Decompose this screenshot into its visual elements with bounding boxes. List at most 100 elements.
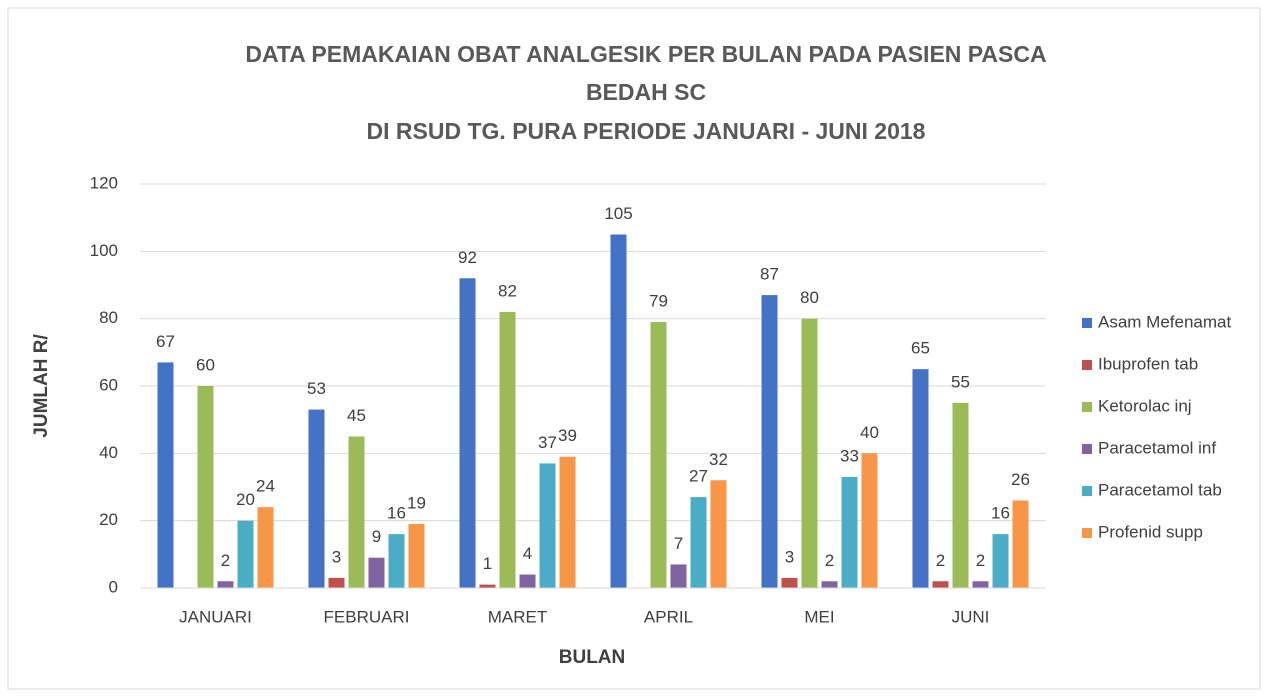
- data-label: 37: [538, 433, 557, 452]
- x-tick-label: JUNI: [952, 607, 990, 626]
- bar: [801, 318, 818, 588]
- legend-label: Paracetamol inf: [1098, 438, 1216, 457]
- data-label: 16: [991, 504, 1010, 523]
- data-label: 45: [347, 406, 366, 425]
- bar: [328, 577, 345, 588]
- bar: [821, 581, 838, 588]
- bar: [217, 581, 234, 588]
- bar: [610, 234, 627, 588]
- x-tick-label: FEBRUARI: [324, 607, 410, 626]
- data-label: 33: [840, 446, 859, 465]
- data-label: 92: [458, 248, 477, 267]
- data-label: 27: [689, 467, 708, 486]
- data-label: 82: [498, 281, 517, 300]
- y-tick-label: 80: [99, 308, 118, 327]
- data-label: 20: [236, 490, 255, 509]
- data-label: 3: [785, 547, 794, 566]
- data-label: 80: [800, 288, 819, 307]
- bar: [972, 581, 989, 588]
- bar: [237, 520, 254, 588]
- y-tick-label: 120: [90, 173, 118, 192]
- bar: [1012, 500, 1029, 588]
- bar: [650, 322, 667, 588]
- y-tick-label: 60: [99, 375, 118, 394]
- data-label: 39: [558, 426, 577, 445]
- y-tick-label: 20: [99, 510, 118, 529]
- y-axis-title: JUMLAH R/: [31, 334, 52, 438]
- chart-title: BEDAH SC: [586, 79, 706, 105]
- bar: [861, 453, 878, 588]
- data-label: 65: [911, 339, 930, 358]
- bar: [912, 369, 929, 588]
- data-label: 16: [387, 504, 406, 523]
- bar: [257, 507, 274, 588]
- bar: [197, 386, 214, 588]
- data-label: 24: [256, 477, 275, 496]
- bar: [781, 577, 798, 588]
- bar: [670, 564, 687, 588]
- bar: [408, 524, 425, 588]
- bar: [559, 456, 576, 588]
- data-label: 60: [196, 355, 215, 374]
- legend-swatch: [1082, 528, 1092, 538]
- y-tick-label: 0: [109, 577, 118, 596]
- chart-title: DATA PEMAKAIAN OBAT ANALGESIK PER BULAN …: [245, 41, 1046, 67]
- legend-swatch: [1082, 318, 1092, 328]
- legend-swatch: [1082, 444, 1092, 454]
- x-tick-label: MEI: [804, 607, 834, 626]
- bar: [157, 362, 174, 588]
- bar: [710, 480, 727, 588]
- bar: [499, 311, 516, 588]
- bar: [388, 534, 405, 588]
- chart-frame: [7, 7, 1261, 690]
- bar: [690, 497, 707, 588]
- data-label: 32: [709, 450, 728, 469]
- data-label: 2: [825, 551, 834, 570]
- bar: [308, 409, 325, 588]
- data-label: 40: [860, 423, 879, 442]
- y-tick-label: 40: [99, 443, 118, 462]
- bar: [841, 476, 858, 588]
- legend-swatch: [1082, 360, 1092, 370]
- legend-swatch: [1082, 402, 1092, 412]
- data-label: 87: [760, 265, 779, 284]
- data-label: 19: [407, 494, 426, 513]
- x-tick-label: APRIL: [644, 607, 693, 626]
- data-label: 2: [936, 551, 945, 570]
- bar: [519, 574, 536, 588]
- legend-swatch: [1082, 486, 1092, 496]
- data-label: 3: [332, 547, 341, 566]
- data-label: 79: [649, 292, 668, 311]
- bar: [459, 278, 476, 588]
- data-label: 2: [976, 551, 985, 570]
- y-tick-label: 100: [90, 241, 118, 260]
- chart-title: DI RSUD TG. PURA PERIODE JANUARI - JUNI …: [367, 118, 926, 144]
- data-label: 67: [156, 332, 175, 351]
- data-label: 1: [483, 554, 492, 573]
- bar: [539, 463, 556, 588]
- data-label: 7: [674, 534, 683, 553]
- legend-label: Profenid supp: [1098, 522, 1203, 541]
- data-label: 2: [221, 551, 230, 570]
- data-label: 105: [604, 204, 632, 223]
- data-label: 9: [372, 527, 381, 546]
- data-label: 4: [523, 544, 532, 563]
- x-axis-title: BULAN: [559, 647, 626, 668]
- x-tick-label: JANUARI: [179, 607, 252, 626]
- bar: [932, 581, 949, 588]
- bar: [368, 557, 385, 588]
- x-tick-label: MARET: [488, 607, 548, 626]
- bar: [992, 534, 1009, 588]
- bar: [479, 584, 496, 588]
- data-label: 53: [307, 379, 326, 398]
- bar: [348, 436, 365, 588]
- legend-label: Ibuprofen tab: [1098, 354, 1198, 373]
- legend-label: Paracetamol tab: [1098, 480, 1222, 499]
- legend-label: Asam Mefenamat: [1098, 312, 1231, 331]
- data-label: 55: [951, 372, 970, 391]
- bar: [952, 402, 969, 588]
- bar: [761, 295, 778, 588]
- data-label: 26: [1011, 470, 1030, 489]
- legend-label: Ketorolac inj: [1098, 396, 1192, 415]
